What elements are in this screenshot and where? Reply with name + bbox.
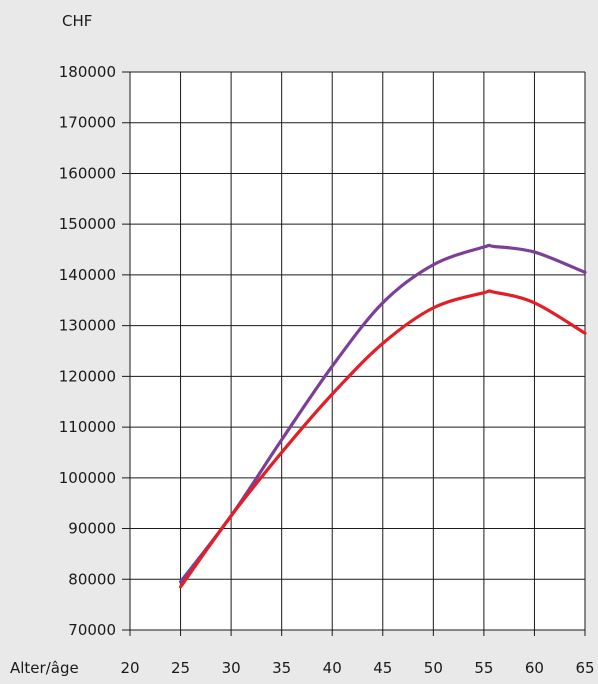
- y-tick-label: 70000: [68, 621, 116, 639]
- x-tick-label: 60: [525, 659, 544, 677]
- x-axis-label: Alter/âge: [10, 659, 79, 677]
- y-tick-label: 180000: [59, 63, 116, 81]
- y-tick-label: 150000: [59, 215, 116, 233]
- y-tick-label: 170000: [59, 114, 116, 132]
- x-tick-label: 25: [171, 659, 190, 677]
- x-tick-label: 20: [120, 659, 139, 677]
- x-axis-ticks: 20 25 30 35 40 45 50 55 60 65: [120, 659, 594, 677]
- series-line-2: [178, 289, 587, 589]
- series-layer: [178, 243, 587, 589]
- x-tick-label: 65: [575, 659, 594, 677]
- y-tick-label: 130000: [59, 317, 116, 335]
- y-tick-label: 80000: [68, 570, 116, 588]
- grid-lines: [122, 71, 586, 636]
- x-tick-label: 45: [373, 659, 392, 677]
- series-line-1: [178, 243, 587, 584]
- y-unit-label: CHF: [62, 12, 92, 30]
- plot-background: [130, 72, 585, 630]
- y-tick-label: 120000: [59, 367, 116, 385]
- y-tick-label: 160000: [59, 164, 116, 182]
- y-tick-label: 90000: [68, 520, 116, 538]
- x-tick-label: 55: [474, 659, 493, 677]
- y-tick-label: 140000: [59, 266, 116, 284]
- y-tick-label: 100000: [59, 469, 116, 487]
- x-tick-label: 40: [323, 659, 342, 677]
- x-tick-label: 50: [424, 659, 443, 677]
- x-tick-label: 35: [272, 659, 291, 677]
- y-tick-label: 110000: [59, 418, 116, 436]
- plot-area: [130, 72, 585, 630]
- x-tick-label: 30: [222, 659, 241, 677]
- y-axis-ticks: 70000 80000 90000 100000 110000 120000 130000 1…: [59, 63, 116, 639]
